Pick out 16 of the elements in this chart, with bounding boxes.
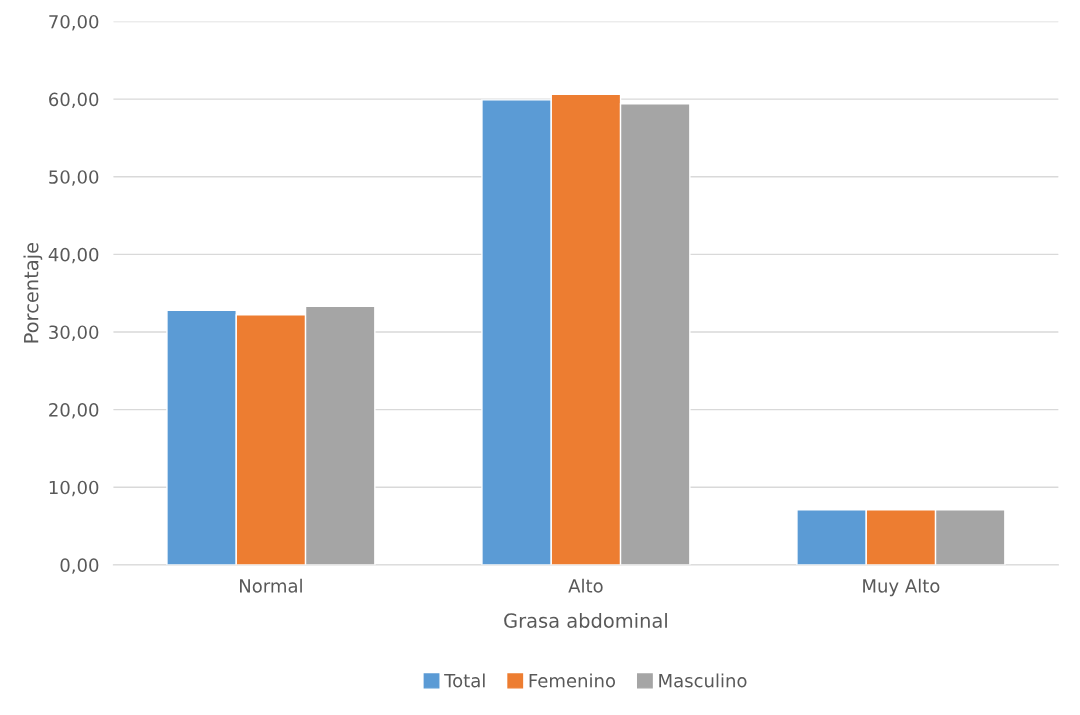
x-axis-title: Grasa abdominal bbox=[504, 612, 667, 628]
y-tick-label: 50,00 bbox=[49, 170, 99, 186]
y-tick-label: 40,00 bbox=[48, 247, 99, 264]
y-tick-label: 30,00 bbox=[49, 325, 99, 341]
y-tick-label: 70,00 bbox=[49, 14, 99, 31]
x-tick-label: Muy Alto bbox=[863, 578, 940, 597]
y-tick-label: 0,00 bbox=[60, 558, 99, 574]
y-tick-label: 10,00 bbox=[49, 480, 99, 497]
legend-label: Masculino bbox=[659, 673, 747, 688]
y-axis-title: Porcentaje bbox=[23, 243, 43, 343]
y-tick-label: 20,00 bbox=[49, 403, 99, 419]
x-tick-label: Alto bbox=[568, 578, 603, 593]
x-tick-label: Normal bbox=[240, 578, 302, 593]
y-tick-label: 60,00 bbox=[49, 92, 99, 109]
legend-label: Femenino bbox=[529, 673, 616, 688]
legend-label: Total bbox=[444, 673, 485, 688]
